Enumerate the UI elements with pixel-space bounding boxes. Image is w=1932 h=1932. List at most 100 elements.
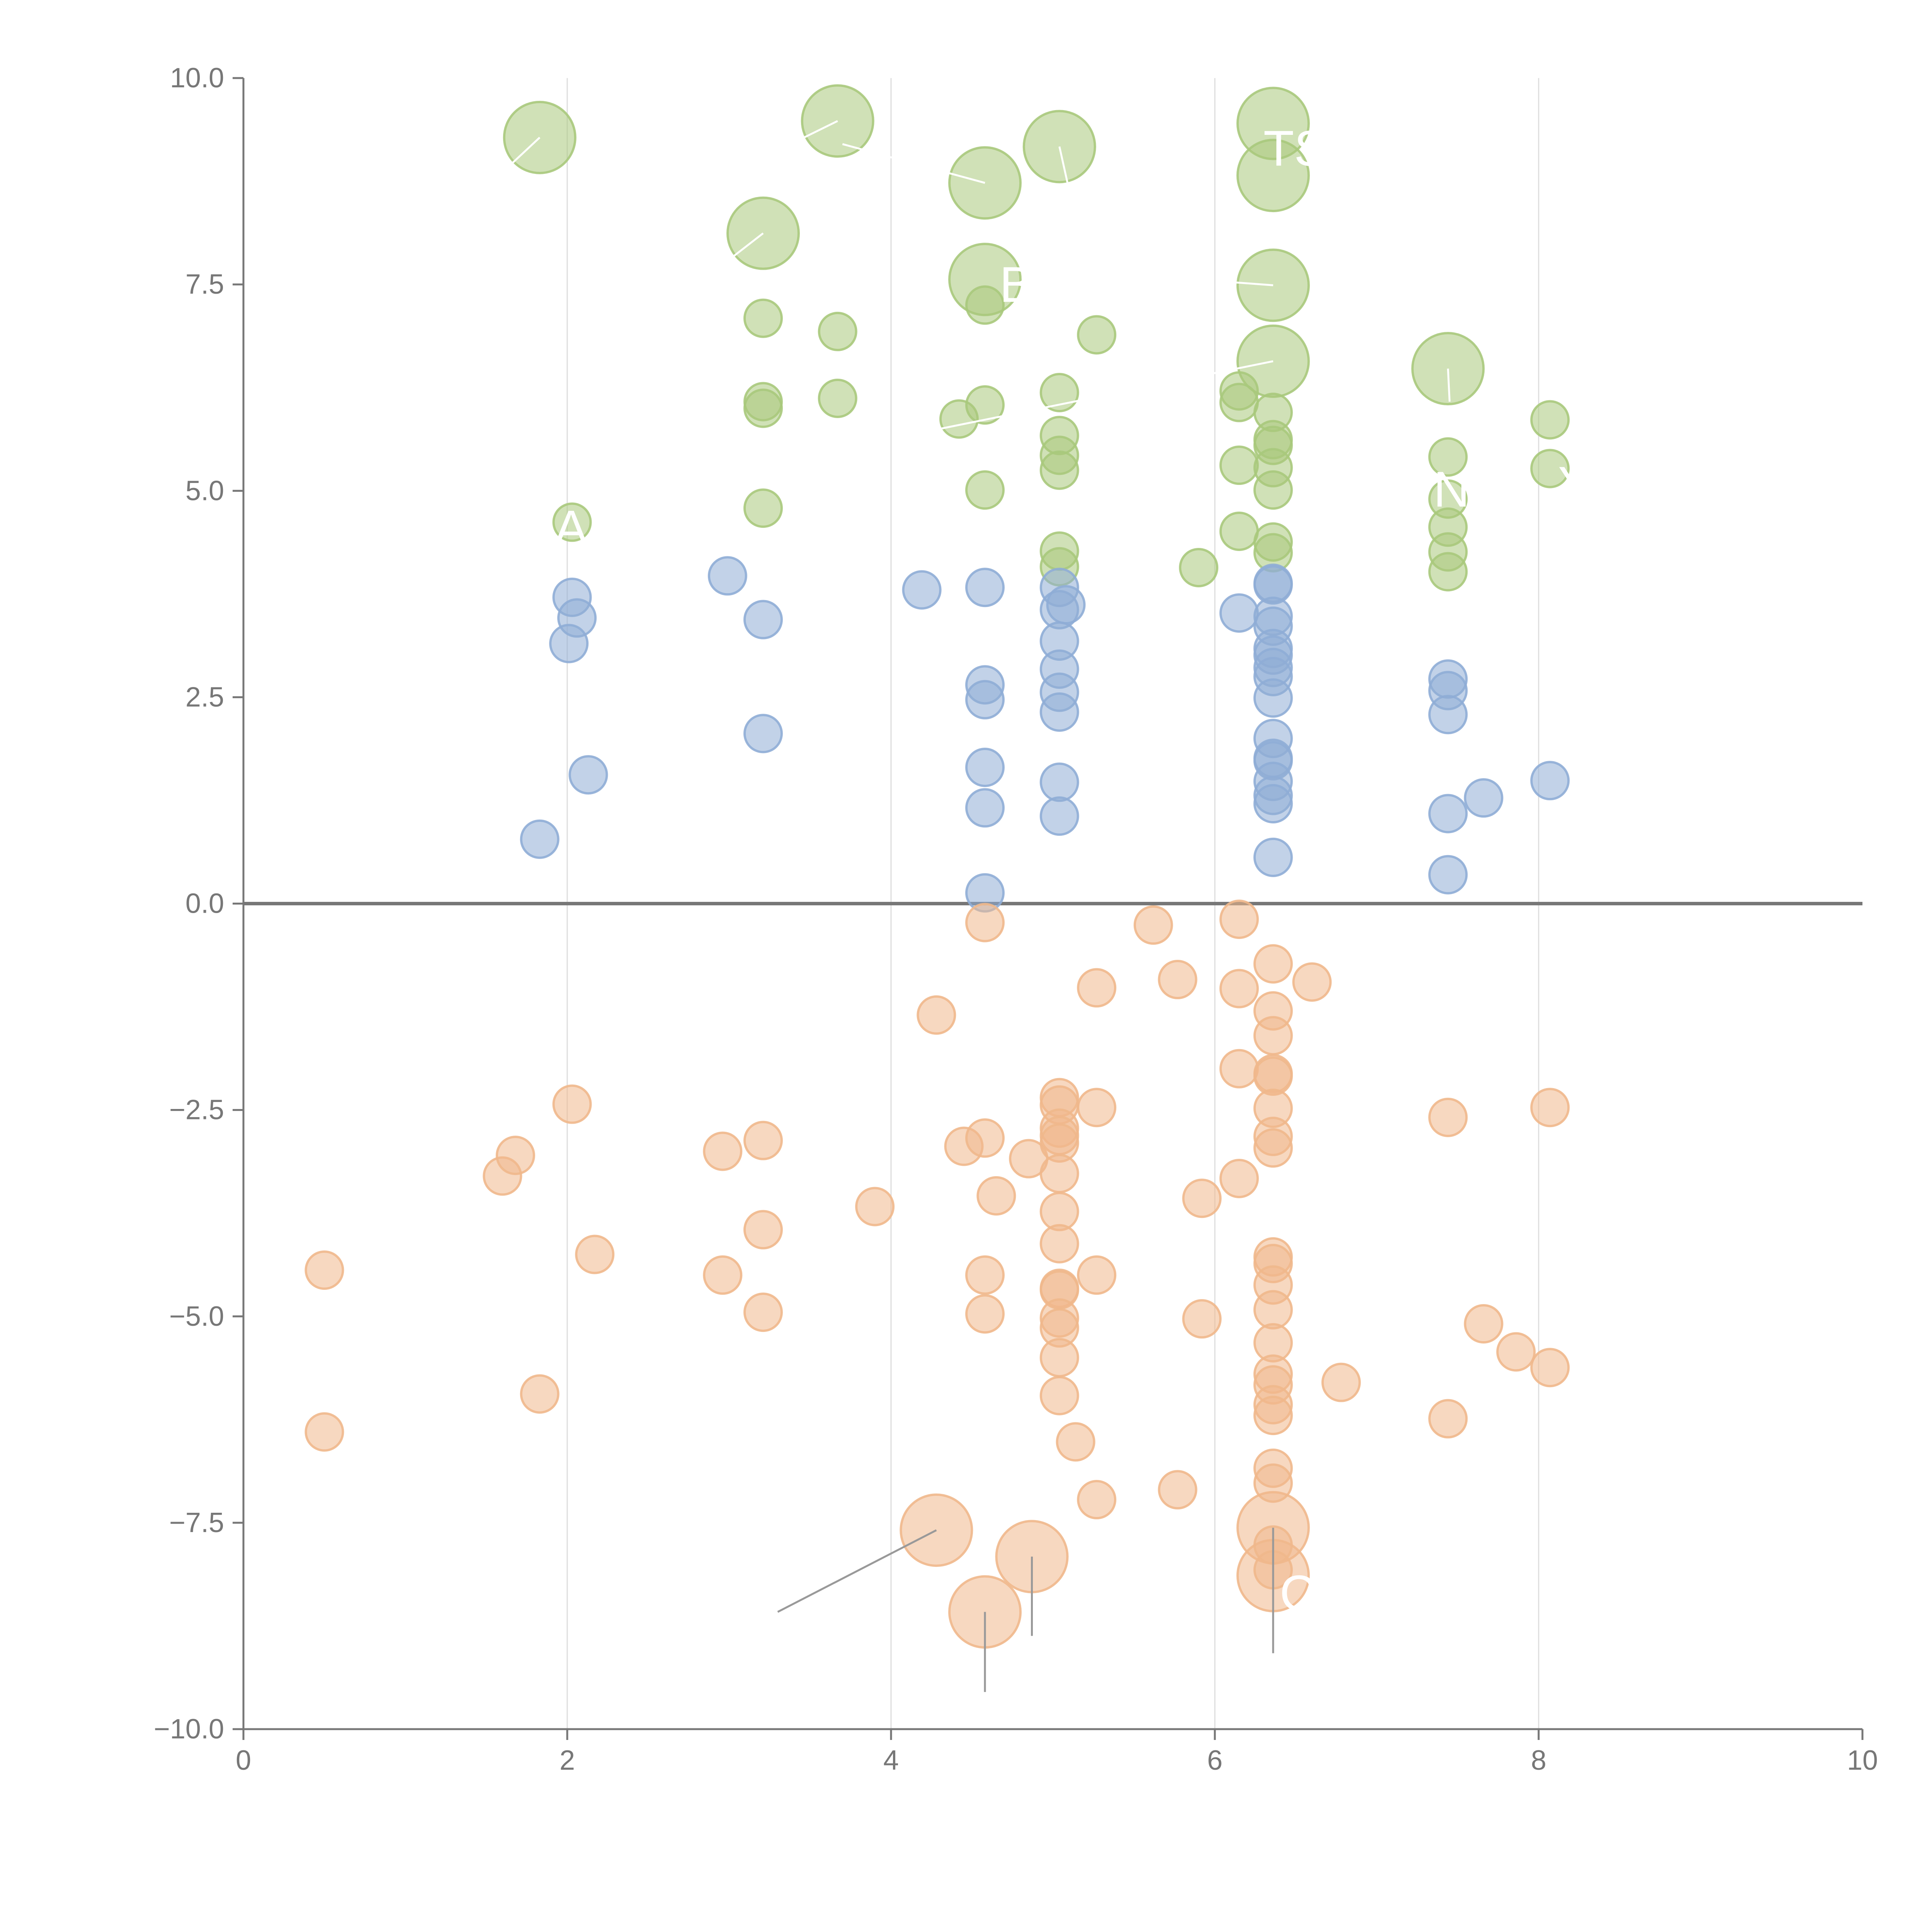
orange-point <box>1321 1362 1361 1402</box>
orange-point <box>1077 1480 1117 1520</box>
green-point <box>1253 470 1293 510</box>
orange-point <box>1182 1179 1222 1218</box>
orange-point <box>703 1131 743 1171</box>
blue-point <box>1428 794 1468 833</box>
y-tick-label: −5.0 <box>169 1301 224 1332</box>
leader-line <box>728 232 764 261</box>
orange-point <box>1253 1290 1293 1330</box>
orange-point <box>1253 944 1293 984</box>
orange-point <box>1219 969 1259 1009</box>
orange-point <box>1428 1399 1468 1439</box>
blue-point <box>965 788 1005 828</box>
leader-line <box>790 120 838 145</box>
orange-point <box>965 1294 1005 1334</box>
orange-point <box>743 1293 783 1332</box>
leader-line <box>1447 368 1451 402</box>
green-point <box>1219 511 1259 551</box>
y-tick-label: 2.5 <box>185 682 224 713</box>
blue-point <box>965 680 1005 719</box>
y-tick-label: 0.0 <box>185 888 224 919</box>
blue-point <box>1530 761 1570 801</box>
orange-point <box>1133 905 1173 945</box>
orange-point <box>1219 1049 1259 1088</box>
leader-line <box>1058 146 1069 183</box>
point-label: N <box>1434 461 1470 517</box>
blue-point <box>1219 593 1259 633</box>
blue-point <box>1253 678 1293 718</box>
orange-point <box>965 1118 1005 1158</box>
blue-point <box>549 624 589 663</box>
orange-point <box>1077 1088 1117 1128</box>
orange-point <box>304 1412 344 1452</box>
blue-point <box>1464 778 1503 818</box>
green-point <box>1236 139 1310 213</box>
green-point <box>818 311 857 351</box>
leader-line <box>939 360 1274 430</box>
blue-point <box>707 556 747 596</box>
orange-point <box>1219 900 1259 939</box>
y-tick-label: −2.5 <box>169 1095 224 1126</box>
green-point <box>1179 548 1219 587</box>
orange-point <box>1039 1224 1079 1264</box>
blue-point <box>1039 796 1079 836</box>
blue-point <box>568 755 608 795</box>
axes: 0 2 4 6 8 10 10.0 7.5 5.0 2.5 0.0 −2.5 −5.0 −7.5 −10.0 <box>154 63 1878 1776</box>
blue-point <box>965 568 1005 607</box>
green-point <box>1219 446 1259 485</box>
orange-point <box>1056 1422 1095 1462</box>
orange-point <box>1039 1154 1079 1194</box>
blue-point <box>902 570 942 610</box>
leader-line <box>777 1529 937 1613</box>
orange-point <box>1253 1016 1293 1056</box>
y-tick-label: 5.0 <box>185 475 224 506</box>
orange-point <box>1039 1338 1079 1378</box>
orange-point <box>495 1136 535 1175</box>
orange-point <box>520 1374 560 1414</box>
green-point <box>743 488 783 528</box>
green-point <box>1530 400 1570 440</box>
orange-point <box>1158 960 1197 1000</box>
blue-point <box>1039 692 1079 732</box>
blue-point <box>743 714 783 753</box>
orange-point <box>965 1255 1005 1295</box>
green-point <box>965 470 1005 510</box>
point-label: Y <box>1558 456 1592 512</box>
orange-point <box>1464 1304 1503 1344</box>
point-label: B <box>1000 256 1033 313</box>
leader-lines <box>510 120 1451 1692</box>
orange-point <box>1253 1463 1293 1503</box>
orange-point <box>1182 1299 1222 1339</box>
green-point <box>1039 450 1079 490</box>
orange-point <box>1496 1332 1536 1372</box>
x-tick-label: 4 <box>883 1745 899 1776</box>
y-tick-label: 10.0 <box>170 63 224 94</box>
orange-point <box>743 1121 783 1160</box>
orange-point <box>743 1210 783 1250</box>
orange-point <box>1530 1088 1570 1128</box>
green-point <box>1428 552 1468 592</box>
orange-point <box>552 1084 592 1124</box>
orange-point <box>1077 1255 1117 1295</box>
blue-point <box>1253 784 1293 823</box>
orange-point <box>855 1187 895 1226</box>
orange-point <box>1292 962 1332 1002</box>
orange-point <box>1530 1348 1570 1388</box>
green-point <box>818 378 857 418</box>
green-point <box>552 502 592 542</box>
y-tick-label: 7.5 <box>185 269 224 300</box>
orange-point <box>976 1176 1016 1216</box>
x-tick-label: 2 <box>560 1745 575 1776</box>
blue-point <box>1046 585 1086 625</box>
blue-point <box>1428 855 1468 895</box>
x-tick-label: 8 <box>1531 1745 1546 1776</box>
green-point <box>1428 437 1468 477</box>
orange-point <box>1077 968 1117 1008</box>
blue-point <box>1428 695 1468 735</box>
orange-point <box>1253 1128 1293 1168</box>
leader-line <box>842 143 985 184</box>
blue-point <box>743 600 783 639</box>
orange-point <box>703 1255 743 1295</box>
green-point <box>965 385 1005 425</box>
point-label: A <box>554 500 588 556</box>
